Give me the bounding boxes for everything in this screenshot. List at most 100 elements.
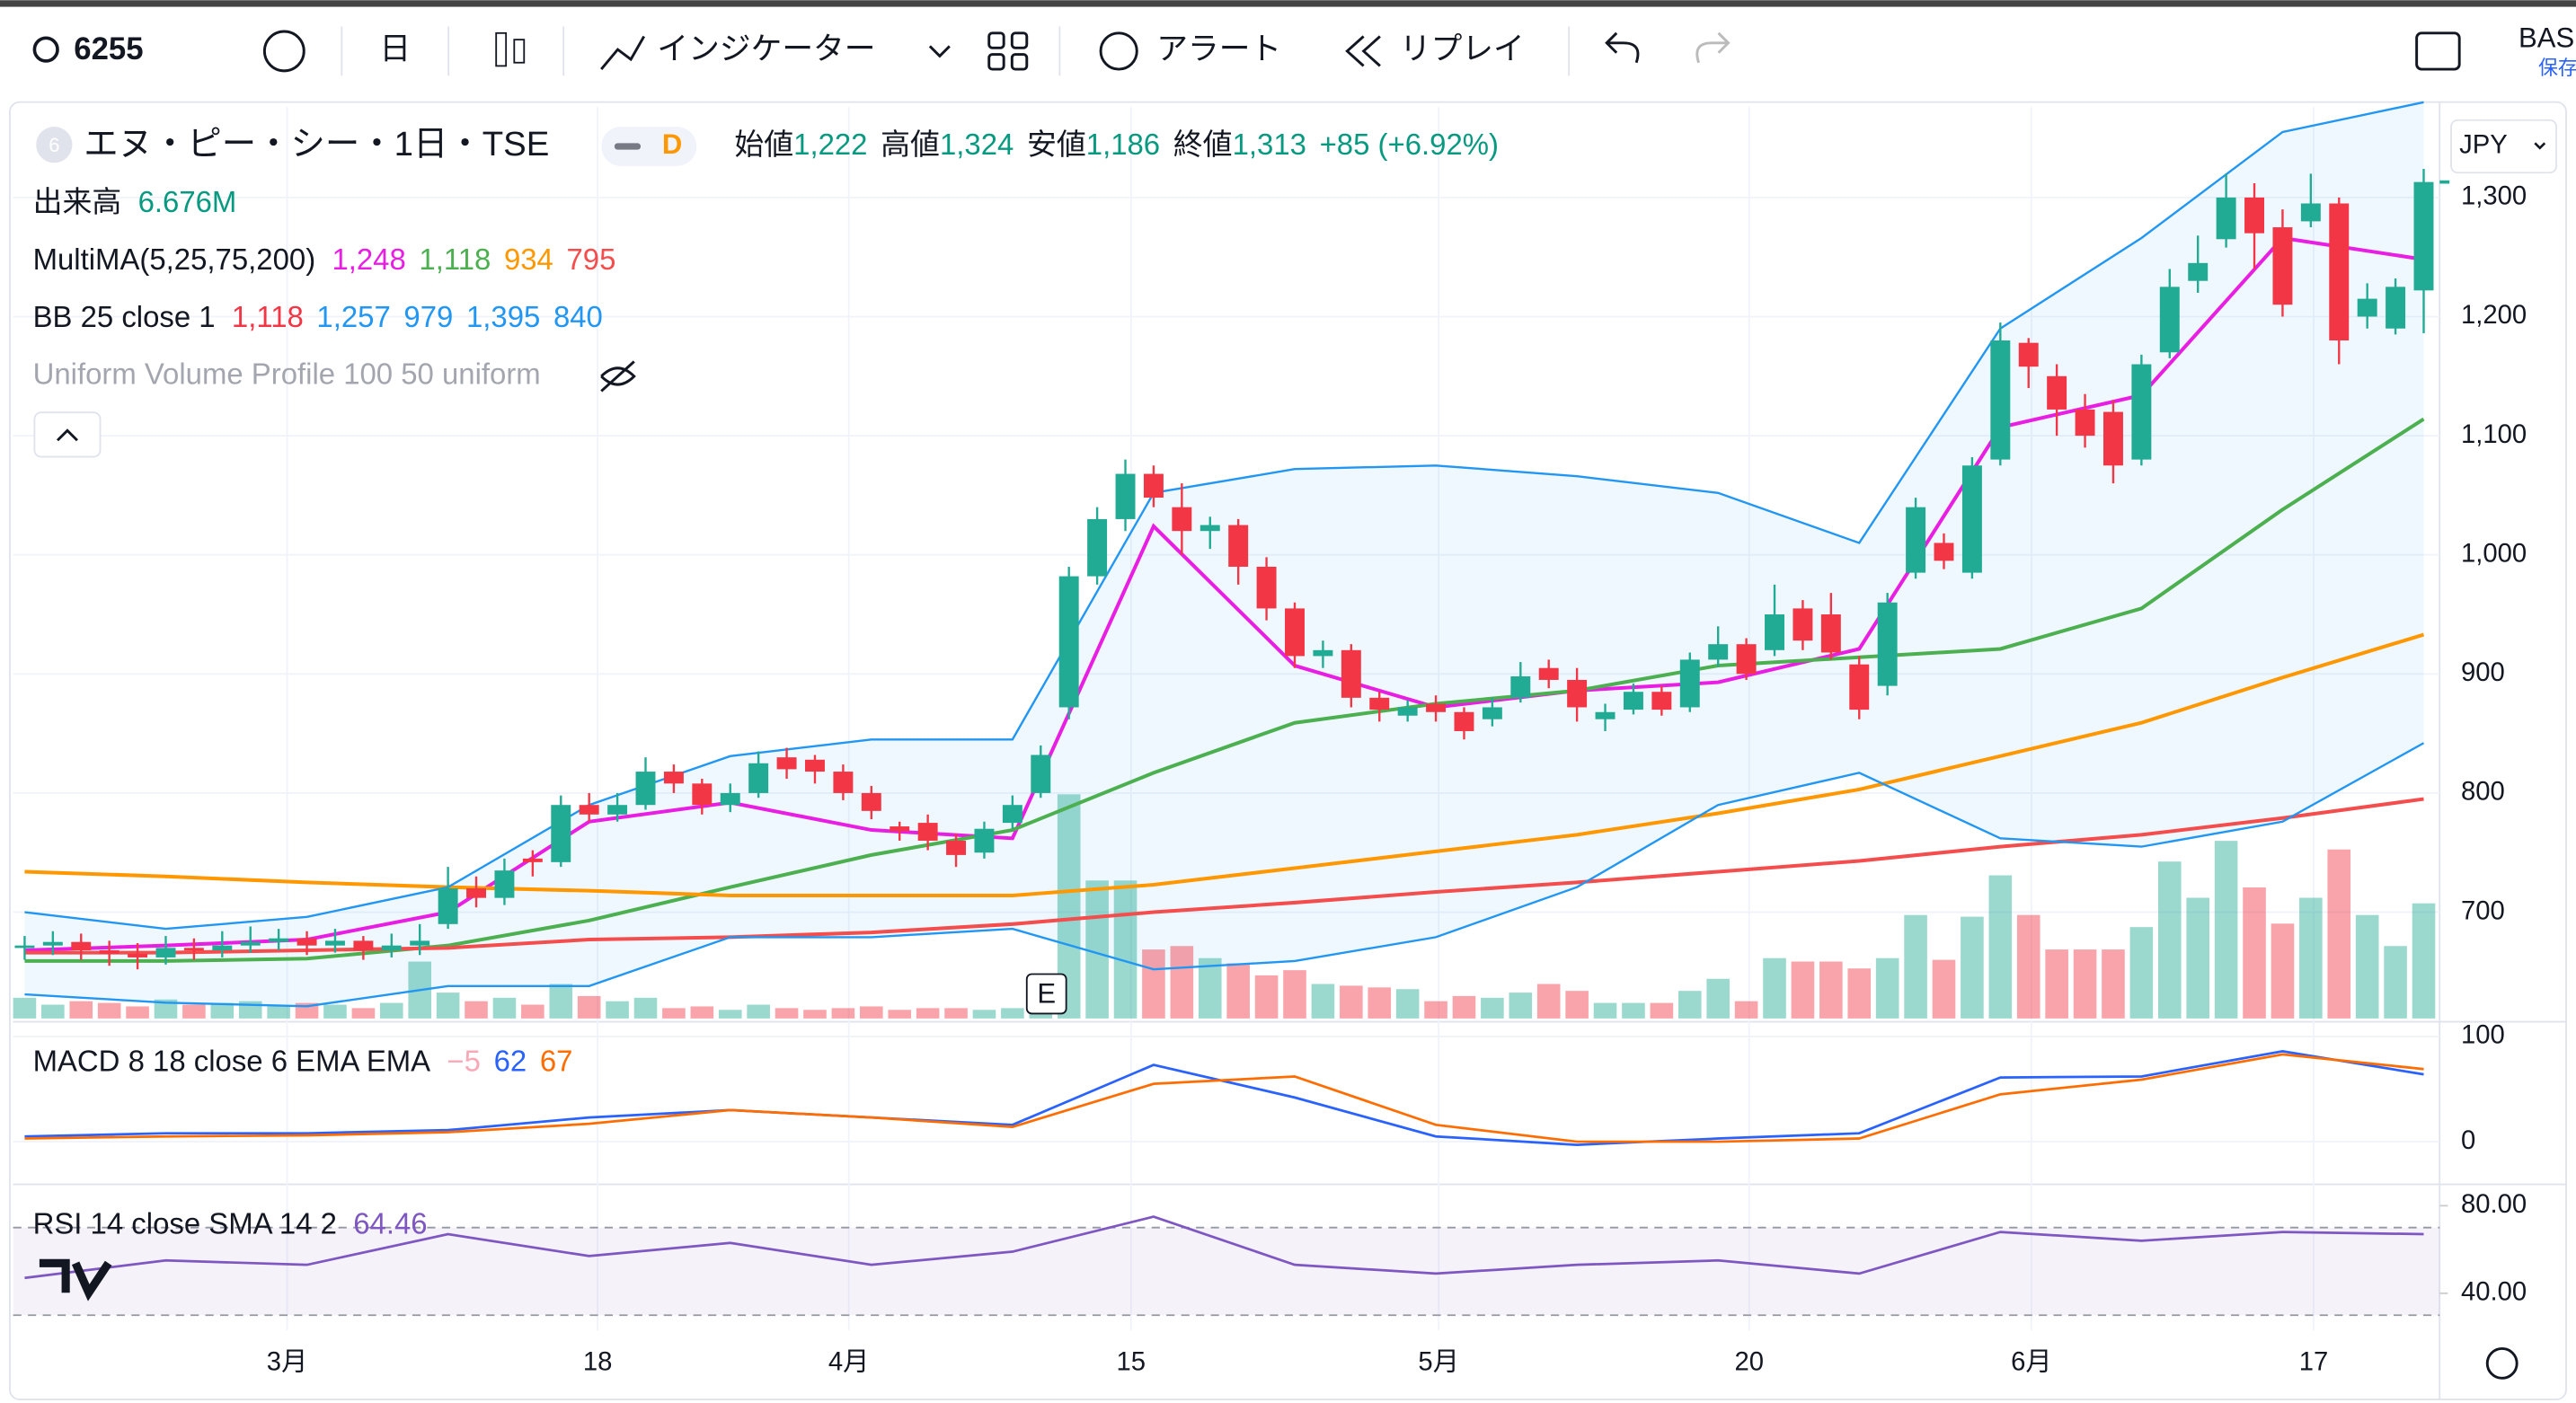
volume-bar xyxy=(41,1004,65,1019)
candle-body xyxy=(42,941,63,946)
volume-bar xyxy=(2016,914,2040,1019)
candle-body xyxy=(805,759,825,772)
volume-bar xyxy=(1226,963,1250,1019)
right-bottom[interactable]: 保存 xyxy=(2538,57,2576,79)
add-symbol[interactable] xyxy=(262,30,305,73)
volume-bar xyxy=(1283,970,1306,1019)
volume-bar xyxy=(1340,985,1363,1019)
volume-bar xyxy=(2412,903,2436,1019)
volume-bar xyxy=(1198,957,1222,1019)
bb-legend: BB 25 close 1 1,118 1,257 979 1,395 840 xyxy=(33,300,603,333)
candle-body xyxy=(607,805,628,815)
rsi-tick-label: 40.00 xyxy=(2461,1278,2527,1307)
settings[interactable] xyxy=(2485,1346,2518,1380)
volume-bar xyxy=(1819,961,1843,1019)
currency[interactable]: JPY xyxy=(2459,131,2508,160)
flag: D xyxy=(662,128,682,160)
volume-bar xyxy=(1622,1002,1645,1019)
volume-bar xyxy=(1395,989,1420,1019)
volume-bar xyxy=(2073,949,2097,1019)
volume-bar xyxy=(1763,957,1786,1019)
volume-bar xyxy=(267,1006,290,1019)
volume-bar xyxy=(1932,959,1956,1019)
layout-icon[interactable] xyxy=(987,31,1029,71)
y-tick-label: 1,100 xyxy=(2461,420,2527,449)
candle-body xyxy=(1341,649,1361,698)
volume-bar xyxy=(662,1008,686,1019)
candle-icon[interactable] xyxy=(495,31,508,67)
rsi-tick-label: 80.00 xyxy=(2461,1190,2527,1219)
candle-body xyxy=(2272,227,2293,305)
candle-body xyxy=(297,938,317,946)
volume-bar xyxy=(718,1010,742,1019)
volume-bar xyxy=(436,993,460,1019)
symbol[interactable]: 6255 xyxy=(74,32,143,66)
y-tick-label: 900 xyxy=(2461,658,2505,687)
candle-body xyxy=(1369,697,1390,710)
volume-bar xyxy=(1791,961,1815,1019)
candle-body xyxy=(1510,675,1531,698)
candle-body xyxy=(128,953,148,957)
x-tick-label: 4月 xyxy=(828,1348,870,1377)
candle-body xyxy=(2300,203,2321,222)
x-tick-label: 3月 xyxy=(267,1348,308,1377)
alert-icon[interactable] xyxy=(1099,31,1138,71)
flag-bg xyxy=(601,127,697,166)
undo[interactable] xyxy=(1605,31,1640,64)
currency-button[interactable] xyxy=(2450,119,2557,174)
volume-bar xyxy=(690,1006,714,1019)
volume-bar xyxy=(1904,914,1927,1019)
candle-body xyxy=(1765,614,1784,650)
rsi-legend: RSI 14 close SMA 14 2 64.46 xyxy=(33,1206,428,1240)
candle-body xyxy=(1426,703,1447,712)
candle-body xyxy=(663,772,684,784)
candle-body xyxy=(1313,649,1333,657)
y-tick-label: 1,200 xyxy=(2461,301,2527,330)
search-icon[interactable] xyxy=(32,36,59,63)
candle-body xyxy=(1623,692,1643,710)
candle-body xyxy=(1256,566,1277,609)
flag-dash xyxy=(614,143,642,150)
candle-body xyxy=(1877,602,1898,686)
hidden-icon[interactable] xyxy=(600,360,636,393)
replay[interactable]: リプレイ xyxy=(1400,32,1525,66)
right-top[interactable]: BAS xyxy=(2518,22,2574,53)
candle-body xyxy=(551,805,571,862)
candle-body xyxy=(1454,711,1474,731)
volume-bar xyxy=(97,1002,121,1019)
volume-bar xyxy=(323,1004,347,1019)
replay-icon[interactable] xyxy=(1345,35,1381,67)
fullscreen[interactable] xyxy=(2415,31,2461,71)
candle-body xyxy=(2329,203,2350,341)
x-tick-label: 20 xyxy=(1734,1348,1764,1377)
interval[interactable]: 日 xyxy=(379,32,411,66)
indicators[interactable]: インジケーター xyxy=(657,32,875,66)
volume-bar xyxy=(1677,991,1702,1019)
last-price-marker xyxy=(2439,180,2450,184)
indicator-line xyxy=(24,101,2424,931)
candle-body xyxy=(1820,614,1841,653)
volume-bar xyxy=(2271,923,2295,1019)
collapse[interactable] xyxy=(33,411,102,458)
candle-body xyxy=(1906,507,1926,573)
redo[interactable] xyxy=(1695,31,1731,64)
candle-body xyxy=(2018,342,2039,367)
volume-bar xyxy=(1001,1008,1024,1019)
candle-body xyxy=(1849,664,1870,710)
volume-bar xyxy=(1170,946,1194,1019)
candle-body xyxy=(2244,197,2264,234)
candle-body xyxy=(410,940,430,946)
chevron[interactable] xyxy=(928,45,951,58)
volume-bar xyxy=(1311,984,1335,1019)
toolbar: 6255 日 インジケーター アラート リプレイ BAS 保存 xyxy=(32,22,2576,79)
volume-bar xyxy=(577,995,601,1019)
indicator-icon[interactable] xyxy=(600,35,646,70)
volume-bar xyxy=(492,997,517,1019)
alert[interactable]: アラート xyxy=(1156,32,1281,66)
candle-body xyxy=(1115,473,1136,519)
candle-body xyxy=(1285,608,1305,657)
volume-bar xyxy=(1368,987,1392,1019)
candle-icon[interactable] xyxy=(513,39,526,64)
rsi-line xyxy=(24,1215,2424,1280)
candle-body xyxy=(1031,754,1051,793)
